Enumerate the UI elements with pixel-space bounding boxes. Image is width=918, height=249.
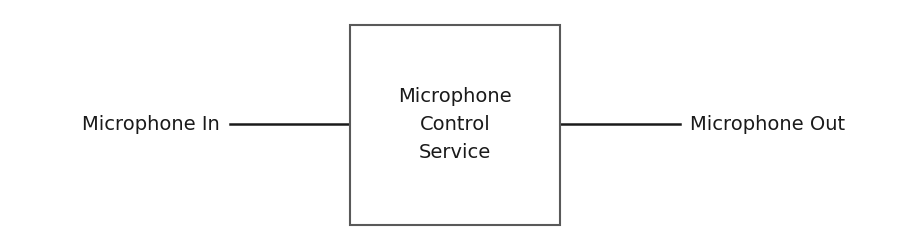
Text: Microphone Out: Microphone Out (690, 115, 845, 134)
Bar (350, 25, 560, 225)
Text: Microphone In: Microphone In (83, 115, 220, 134)
Text: Microphone: Microphone (398, 87, 512, 107)
Text: Control: Control (420, 116, 490, 134)
Text: Service: Service (419, 143, 491, 163)
